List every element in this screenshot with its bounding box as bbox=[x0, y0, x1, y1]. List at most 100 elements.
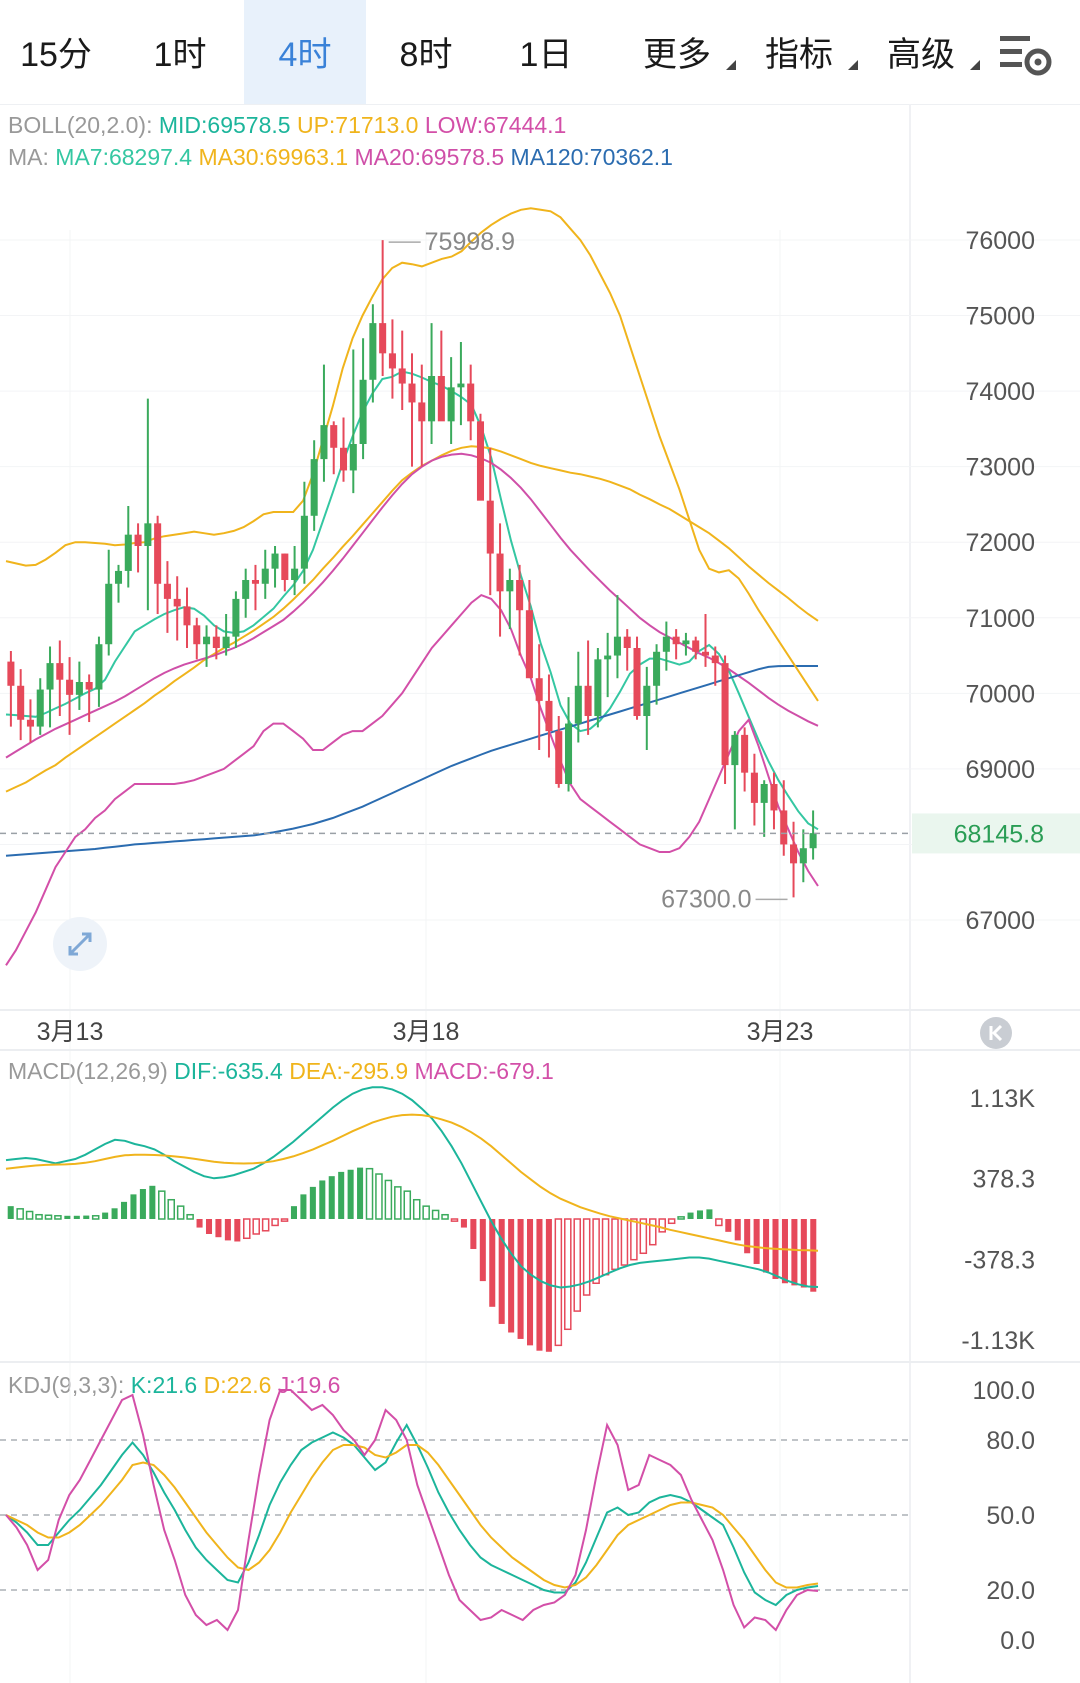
kdj-axis-label: 50.0 bbox=[986, 1502, 1035, 1530]
candle-body bbox=[271, 553, 279, 569]
tab-1h[interactable]: 1时 bbox=[124, 0, 236, 104]
candle-body bbox=[193, 625, 201, 645]
macd-value: MACD:-679.1 bbox=[414, 1058, 554, 1084]
candle-body bbox=[809, 833, 817, 849]
candle-body bbox=[682, 640, 690, 645]
price-axis-label: 69000 bbox=[965, 756, 1035, 784]
macd-bar bbox=[280, 1218, 289, 1222]
current-price-tag bbox=[912, 813, 1080, 854]
macd-bar bbox=[460, 1219, 467, 1228]
macd-bar bbox=[375, 1173, 383, 1220]
boll-up: UP:71713.0 bbox=[296, 112, 419, 138]
boll-mid: MID:69578.5 bbox=[158, 112, 291, 138]
candle-body bbox=[144, 523, 152, 546]
tab-indicators[interactable]: 指标 bbox=[754, 0, 858, 104]
macd-bar bbox=[25, 1210, 34, 1220]
candle-body bbox=[163, 583, 171, 599]
candle-body bbox=[604, 655, 612, 660]
kdj-line-j bbox=[5, 1389, 819, 1632]
macd-bar bbox=[186, 1213, 194, 1220]
candle-body bbox=[320, 425, 328, 460]
macd-bar bbox=[149, 1185, 156, 1219]
macd-bar bbox=[772, 1219, 779, 1279]
macd-bar bbox=[319, 1180, 326, 1219]
kdj-axis-label: 100.0 bbox=[972, 1377, 1035, 1405]
candle-body bbox=[731, 734, 739, 766]
macd-bar bbox=[677, 1216, 685, 1220]
date-label: 3月18 bbox=[393, 1018, 460, 1046]
boll-legend: BOLL(20,2.0): MID:69578.5 UP:71713.0 LOW… bbox=[8, 112, 566, 139]
macd-bar bbox=[16, 1208, 24, 1220]
macd-bar bbox=[357, 1167, 364, 1219]
macd-bar bbox=[781, 1219, 788, 1284]
macd-bar bbox=[365, 1167, 374, 1220]
kdj-axis-label: 80.0 bbox=[986, 1427, 1035, 1455]
macd-bar bbox=[508, 1219, 515, 1333]
scroll-to-latest-icon[interactable] bbox=[979, 1016, 1013, 1050]
candle-body bbox=[555, 731, 563, 784]
timeframe-tab-bar: 15分 1时 4时 8时 1日 更多 指标 高级 bbox=[0, 0, 1080, 105]
candle-body bbox=[330, 425, 338, 448]
macd-bar bbox=[300, 1194, 307, 1219]
price-axis-label: 73000 bbox=[965, 454, 1035, 482]
candle-body bbox=[85, 682, 93, 690]
candle-body bbox=[701, 651, 710, 656]
candle-body bbox=[790, 844, 798, 864]
macd-axis-label: 378.3 bbox=[972, 1165, 1035, 1193]
current-price-label: 68145.8 bbox=[954, 820, 1044, 848]
dropdown-caret-icon bbox=[970, 60, 980, 70]
macd-bar bbox=[470, 1219, 477, 1249]
macd-axis-label: -378.3 bbox=[964, 1247, 1035, 1275]
kdj-j: J:19.6 bbox=[277, 1372, 341, 1398]
candle-body bbox=[760, 784, 768, 803]
macd-bar bbox=[734, 1219, 741, 1241]
tab-4h[interactable]: 4时 bbox=[244, 0, 366, 104]
kdj-axis-label: 20.0 bbox=[986, 1577, 1035, 1605]
macd-bar bbox=[527, 1219, 534, 1346]
tab-8h[interactable]: 8时 bbox=[370, 0, 482, 104]
macd-bar bbox=[261, 1218, 270, 1232]
candle-body bbox=[506, 580, 514, 592]
macd-bar bbox=[54, 1215, 62, 1220]
candle-body bbox=[105, 583, 113, 645]
candle-body bbox=[535, 678, 543, 701]
macd-name: MACD(12,26,9) bbox=[8, 1058, 168, 1084]
macd-bar bbox=[44, 1214, 53, 1220]
tab-label: 指标 bbox=[765, 36, 833, 74]
kdj-axis-label: 0.0 bbox=[1000, 1627, 1035, 1655]
candle-body bbox=[486, 500, 494, 554]
macd-bar bbox=[130, 1194, 137, 1219]
candle-body bbox=[584, 685, 592, 716]
macd-bar bbox=[763, 1219, 770, 1273]
macd-bar bbox=[403, 1190, 412, 1220]
macd-bar bbox=[744, 1219, 751, 1254]
candle-body bbox=[643, 685, 651, 716]
macd-bar bbox=[630, 1218, 638, 1261]
macd-dea: DEA:-295.9 bbox=[289, 1058, 409, 1084]
tab-15min[interactable]: 15分 bbox=[0, 0, 112, 104]
candle-body bbox=[339, 447, 348, 471]
candle-body bbox=[232, 598, 240, 637]
tab-label: 高级 bbox=[887, 36, 955, 74]
macd-bar bbox=[196, 1219, 203, 1228]
macd-bar bbox=[441, 1213, 449, 1220]
candle-body bbox=[653, 651, 661, 686]
tab-1d[interactable]: 1日 bbox=[490, 0, 602, 104]
tab-advanced[interactable]: 高级 bbox=[876, 0, 980, 104]
expand-icon[interactable] bbox=[52, 916, 108, 972]
macd-bar bbox=[215, 1219, 222, 1238]
macd-bar bbox=[573, 1218, 582, 1312]
macd-bar bbox=[394, 1186, 402, 1220]
candle-body bbox=[437, 376, 445, 422]
chart-settings-icon[interactable] bbox=[998, 32, 1054, 76]
macd-dif: DIF:-635.4 bbox=[174, 1058, 283, 1084]
macd-bar bbox=[658, 1218, 666, 1233]
candle-body bbox=[56, 663, 64, 680]
macd-bar bbox=[328, 1176, 335, 1219]
candle-body bbox=[496, 553, 504, 592]
tab-more[interactable]: 更多 bbox=[632, 0, 736, 104]
candle-body bbox=[398, 368, 406, 384]
macd-bar bbox=[205, 1219, 213, 1234]
candle-body bbox=[114, 570, 123, 584]
